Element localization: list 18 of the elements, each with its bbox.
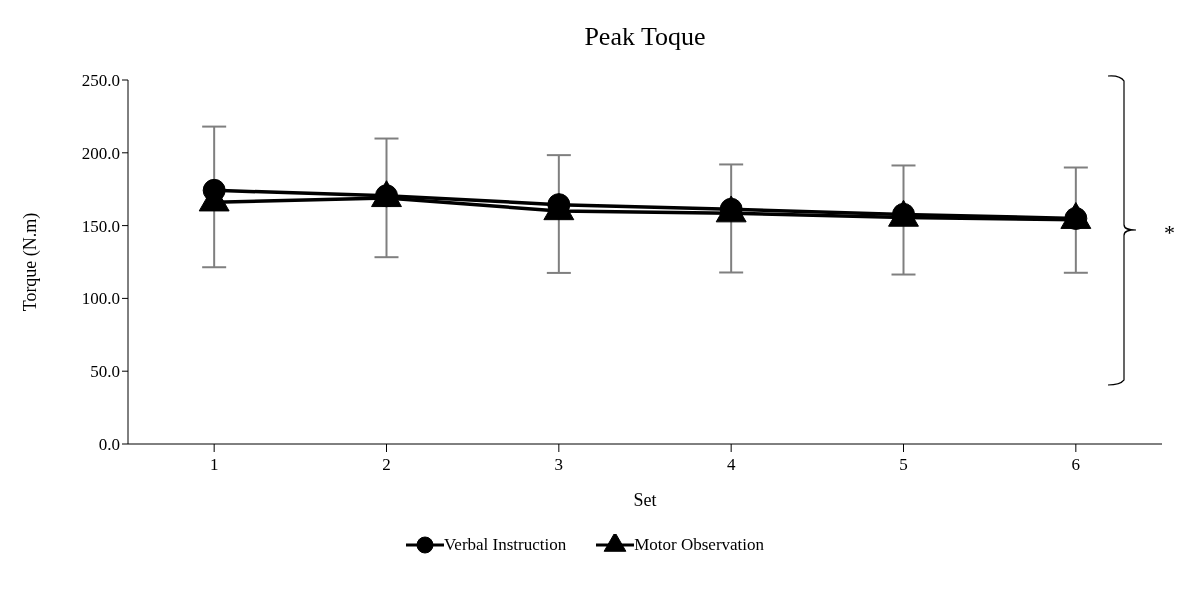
y-tick-label: 100.0 <box>81 289 120 309</box>
x-tick-label: 5 <box>899 455 908 475</box>
y-axis-title: Torque (N.m) <box>20 212 42 312</box>
y-tick-label: 200.0 <box>81 143 120 163</box>
y-tick-label: 250.0 <box>81 71 120 91</box>
y-tick-label: 50.0 <box>90 362 120 382</box>
x-tick-label: 3 <box>554 455 564 475</box>
text: * <box>1164 220 1175 246</box>
legend-label: Motor Observation <box>634 535 765 555</box>
chart-title: Peak Toque <box>583 22 707 52</box>
y-tick-label: 150.0 <box>81 216 120 236</box>
legend-label: Verbal Instruction <box>443 535 567 555</box>
x-tick-label: 6 <box>1071 455 1081 475</box>
x-tick-label: 4 <box>726 455 736 475</box>
x-axis-title: Set <box>633 490 657 510</box>
x-tick-label: 1 <box>209 455 219 475</box>
y-tick-label: 0.0 <box>98 435 120 455</box>
x-tick-label: 2 <box>382 455 391 475</box>
